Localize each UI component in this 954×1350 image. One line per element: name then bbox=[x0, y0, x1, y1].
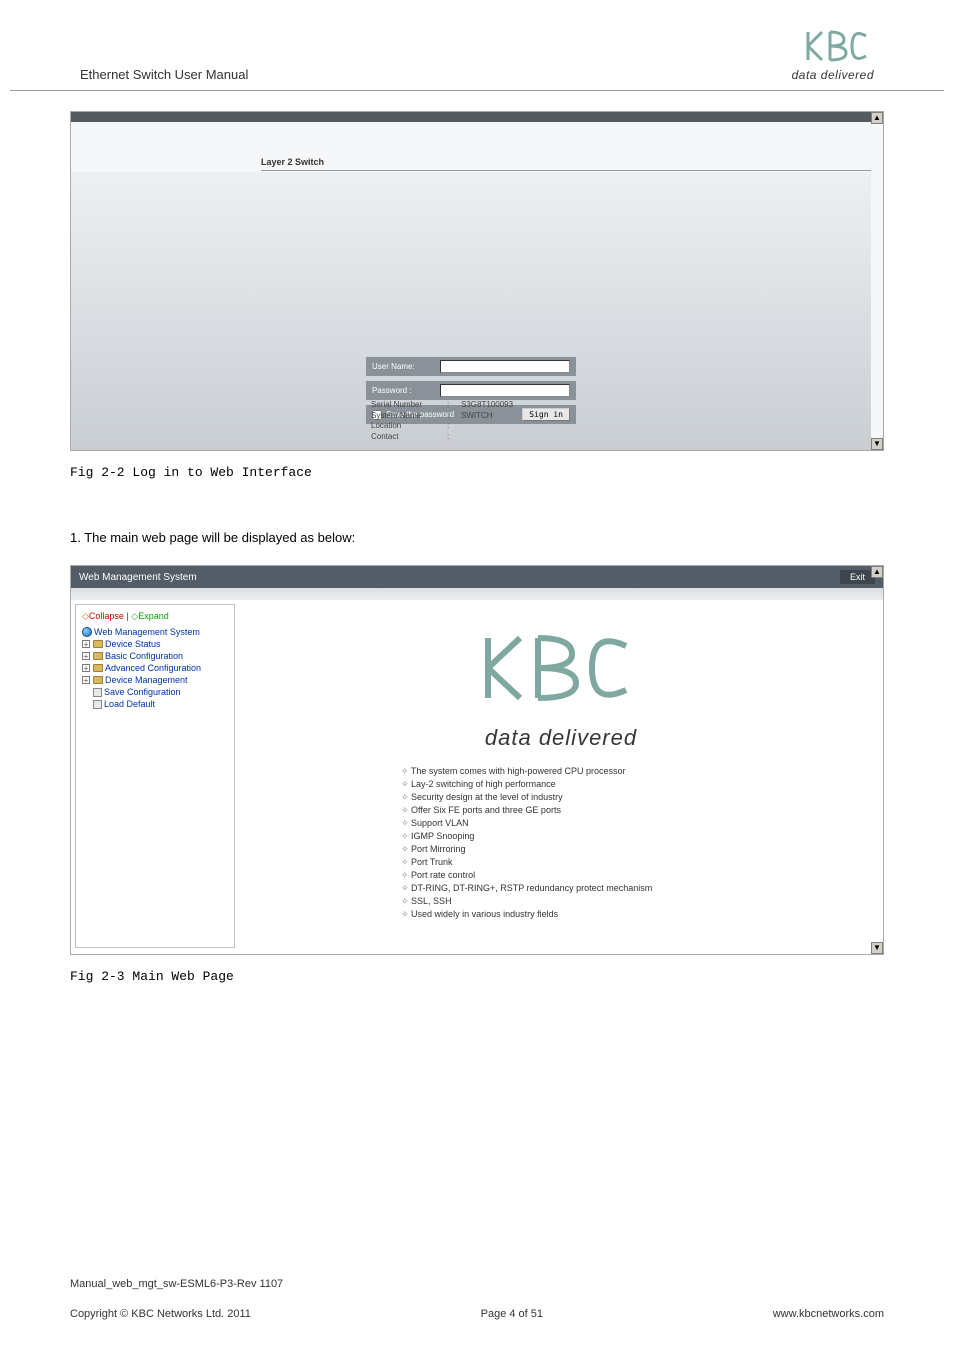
scroll-down-icon[interactable]: ▼ bbox=[871, 438, 883, 450]
gradient-band bbox=[71, 588, 883, 600]
location-label: Location bbox=[371, 421, 443, 431]
plus-icon: + bbox=[82, 676, 90, 684]
nav-item-basic-configuration[interactable]: +Basic Configuration bbox=[82, 650, 228, 662]
collapse-icon: ◇ bbox=[82, 611, 89, 621]
plus-icon: + bbox=[82, 652, 90, 660]
big-logo bbox=[476, 630, 646, 715]
feature-item: Security design at the level of industry bbox=[401, 791, 721, 804]
feature-item: Lay-2 switching of high performance bbox=[401, 778, 721, 791]
nav-item-advanced-configuration[interactable]: +Advanced Configuration bbox=[82, 662, 228, 674]
password-input[interactable] bbox=[440, 384, 570, 397]
login-top-bar bbox=[71, 112, 871, 122]
feature-item: Port rate control bbox=[401, 869, 721, 882]
big-logo-tagline: data delivered bbox=[259, 725, 863, 751]
system-name-label: System Name bbox=[371, 411, 443, 421]
page-icon bbox=[93, 700, 102, 709]
feature-item: Port Trunk bbox=[401, 856, 721, 869]
plus-icon: + bbox=[82, 664, 90, 672]
scroll-down-icon[interactable]: ▼ bbox=[871, 942, 883, 954]
content-panel: data delivered The system comes with hig… bbox=[239, 600, 883, 952]
globe-icon bbox=[82, 627, 92, 637]
feature-item: Support VLAN bbox=[401, 817, 721, 830]
main-screenshot: ▲ ▼ Web Management System Exit ◇Collapse… bbox=[70, 565, 884, 955]
username-input[interactable] bbox=[440, 360, 570, 373]
body-text-1: 1. The main web page will be displayed a… bbox=[70, 530, 884, 545]
feature-list: The system comes with high-powered CPU p… bbox=[401, 765, 721, 921]
nav-item-web-management-system[interactable]: Web Management System bbox=[82, 626, 228, 638]
header-logo: data delivered bbox=[792, 30, 874, 82]
nav-item-load-default[interactable]: Load Default bbox=[82, 698, 228, 710]
feature-item: The system comes with high-powered CPU p… bbox=[401, 765, 721, 778]
expand-link[interactable]: Expand bbox=[138, 611, 169, 621]
system-name-value: SWITCH bbox=[461, 411, 493, 421]
folder-icon bbox=[93, 664, 103, 672]
feature-item: DT-RING, DT-RING+, RSTP redundancy prote… bbox=[401, 882, 721, 895]
page-footer: Manual_web_mgt_sw-ESML6-P3-Rev 1107 Copy… bbox=[70, 1278, 884, 1320]
serial-label: Serial Number bbox=[371, 400, 443, 410]
scroll-up-icon[interactable]: ▲ bbox=[871, 566, 883, 578]
plus-icon: + bbox=[82, 640, 90, 648]
system-info: Serial Number:S3G8T100093 System Name:SW… bbox=[371, 400, 513, 442]
page-number: Page 4 of 51 bbox=[481, 1308, 543, 1320]
layer2-banner: Layer 2 Switch bbox=[261, 157, 871, 171]
page-icon bbox=[93, 688, 102, 697]
kbc-logo-icon bbox=[804, 30, 874, 66]
login-gradient-bg: User Name: Password : Save the password … bbox=[71, 172, 871, 450]
feature-item: Port Mirroring bbox=[401, 843, 721, 856]
signin-button[interactable]: Sign in bbox=[522, 408, 570, 421]
folder-icon bbox=[93, 652, 103, 660]
figure-caption-2: Fig 2-3 Main Web Page bbox=[70, 969, 884, 984]
login-screenshot: ▲ ▼ Layer 2 Switch User Name: Password :… bbox=[70, 111, 884, 451]
folder-icon bbox=[93, 676, 103, 684]
nav-controls: ◇Collapse | ◇Expand bbox=[82, 611, 228, 622]
footer-url: www.kbcnetworks.com bbox=[773, 1308, 884, 1320]
feature-item: IGMP Snooping bbox=[401, 830, 721, 843]
collapse-link[interactable]: Collapse bbox=[89, 611, 124, 621]
title-bar: Web Management System Exit bbox=[71, 566, 883, 588]
titlebar-text: Web Management System bbox=[79, 572, 197, 583]
page-header: Ethernet Switch User Manual data deliver… bbox=[10, 0, 944, 91]
feature-item: Used widely in various industry fields bbox=[401, 908, 721, 921]
nav-panel: ◇Collapse | ◇Expand Web Management Syste… bbox=[75, 604, 235, 948]
contact-label: Contact bbox=[371, 432, 443, 442]
password-label: Password : bbox=[372, 386, 434, 395]
username-row: User Name: bbox=[366, 357, 576, 376]
feature-item: SSL, SSH bbox=[401, 895, 721, 908]
scroll-up-icon[interactable]: ▲ bbox=[871, 112, 883, 124]
password-row: Password : bbox=[366, 381, 576, 400]
nav-item-device-status[interactable]: +Device Status bbox=[82, 638, 228, 650]
kbc-logo-icon bbox=[476, 630, 646, 710]
doc-id: Manual_web_mgt_sw-ESML6-P3-Rev 1107 bbox=[70, 1278, 884, 1290]
exit-button[interactable]: Exit bbox=[840, 570, 875, 584]
feature-item: Offer Six FE ports and three GE ports bbox=[401, 804, 721, 817]
figure-caption-1: Fig 2-2 Log in to Web Interface bbox=[70, 465, 884, 480]
logo-tagline: data delivered bbox=[792, 68, 874, 82]
nav-item-device-management[interactable]: +Device Management bbox=[82, 674, 228, 686]
copyright-text: Copyright © KBC Networks Ltd. 2011 bbox=[70, 1308, 251, 1320]
main-body: ◇Collapse | ◇Expand Web Management Syste… bbox=[71, 600, 883, 952]
folder-icon bbox=[93, 640, 103, 648]
nav-item-save-configuration[interactable]: Save Configuration bbox=[82, 686, 228, 698]
doc-title: Ethernet Switch User Manual bbox=[80, 67, 248, 82]
nav-tree: Web Management System +Device Status +Ba… bbox=[82, 626, 228, 710]
username-label: User Name: bbox=[372, 362, 434, 371]
serial-value: S3G8T100093 bbox=[461, 400, 513, 410]
